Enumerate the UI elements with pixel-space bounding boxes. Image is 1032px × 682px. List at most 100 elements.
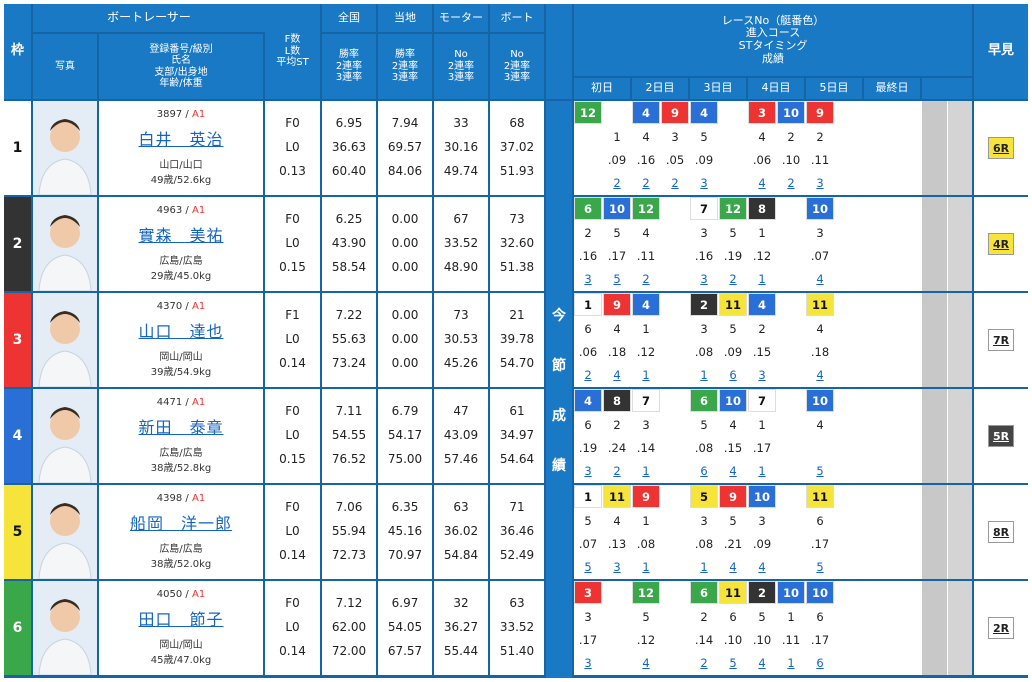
race-no-cell: 10 <box>806 581 834 604</box>
header-blank <box>546 4 572 99</box>
result-link[interactable]: 2 <box>613 175 621 190</box>
result-link[interactable]: 5 <box>729 655 737 670</box>
racer-name-link[interactable]: 山口 達也 <box>138 322 224 341</box>
result-link[interactable]: 4 <box>642 655 650 670</box>
stat-value: 60.40 <box>331 164 367 178</box>
result-link[interactable]: 4 <box>758 175 766 190</box>
course-cell: 3 <box>758 513 766 528</box>
result-link[interactable]: 2 <box>671 175 679 190</box>
result-link[interactable]: 2 <box>642 175 650 190</box>
boat-stats: 73 32.60 51.38 <box>490 197 544 291</box>
racer-name-link[interactable]: 新田 泰章 <box>138 418 224 437</box>
header-motor: モーター <box>434 4 488 32</box>
racer-photo <box>33 485 97 579</box>
zenkoku-stats: 7.22 55.63 73.24 <box>322 293 376 387</box>
race-no-cell: 11 <box>603 485 631 508</box>
header-boat: ボート <box>490 4 544 32</box>
stat-value: 36.63 <box>331 140 367 154</box>
result-link[interactable]: 4 <box>729 463 737 478</box>
result-link[interactable]: 1 <box>642 559 650 574</box>
header-racer-info-line: 支部/出身地 <box>154 66 208 78</box>
hayami-race-button[interactable]: 2R <box>988 617 1014 639</box>
course-cell: 6 <box>584 321 592 336</box>
race-no-cell: 10 <box>806 389 834 412</box>
result-link[interactable]: 2 <box>700 655 708 670</box>
course-cell: 4 <box>613 513 621 528</box>
racer-branch: 広島/広島 38歳/52.0kg <box>99 542 263 572</box>
racer-reg: 4963 / A1 <box>99 205 263 216</box>
race-no-cell: 2 <box>748 581 776 604</box>
final-day-col <box>922 389 947 483</box>
result-link[interactable]: 1 <box>700 559 708 574</box>
st-timing-cell: .16 <box>694 248 714 263</box>
race-table: 枠ボートレーサー 写真 登録番号/級別 氏名 支部/出身地 年齢/体重 F数 L数 平均ST 全国… <box>4 4 1028 678</box>
result-link[interactable]: 2 <box>787 175 795 190</box>
konsetsu-char: 成 <box>552 407 566 424</box>
stat-value: 36.02 <box>443 524 479 538</box>
result-link[interactable]: 5 <box>816 463 824 478</box>
result-link[interactable]: 4 <box>816 271 824 286</box>
result-link[interactable]: 3 <box>584 271 592 286</box>
result-link[interactable]: 5 <box>584 559 592 574</box>
hayami-race-button[interactable]: 5R <box>988 425 1014 447</box>
race-no-cell: 1 <box>574 485 602 508</box>
result-link[interactable]: 6 <box>729 367 737 382</box>
result-link[interactable]: 3 <box>758 367 766 382</box>
st-timing-cell: .10 <box>752 632 772 647</box>
result-link[interactable]: 6 <box>816 655 824 670</box>
result-link[interactable]: 3 <box>584 655 592 670</box>
result-link[interactable]: 4 <box>729 559 737 574</box>
result-link[interactable]: 1 <box>642 367 650 382</box>
result-link[interactable]: 1 <box>787 655 795 670</box>
racer-reg-number: 4398 / <box>156 493 192 504</box>
result-link[interactable]: 2 <box>729 271 737 286</box>
race-no-cell: 3 <box>748 101 776 124</box>
result-link[interactable]: 3 <box>613 559 621 574</box>
hayami-race-button[interactable]: 8R <box>988 521 1014 543</box>
racer-name-link[interactable]: 船岡 洋一郎 <box>129 514 232 533</box>
st-timing-cell: .18 <box>607 344 627 359</box>
result-link[interactable]: 1 <box>758 463 766 478</box>
course-cell: 2 <box>584 225 592 240</box>
stat-value: 0.00 <box>391 332 419 346</box>
header-sub-line: 3連率 <box>447 72 475 84</box>
result-link[interactable]: 3 <box>700 271 708 286</box>
result-link[interactable]: 2 <box>613 463 621 478</box>
result-link[interactable]: 3 <box>816 175 824 190</box>
hayami-race-button[interactable]: 6R <box>988 137 1014 159</box>
result-link[interactable]: 3 <box>584 463 592 478</box>
stat-value: 7.12 <box>335 596 363 610</box>
racer-photo-image <box>33 293 97 387</box>
zenkoku-stats: 6.25 43.90 58.54 <box>322 197 376 291</box>
hayami-race-button[interactable]: 7R <box>988 329 1014 351</box>
result-link[interactable]: 2 <box>584 367 592 382</box>
race-no-cell: 9 <box>806 101 834 124</box>
header-day-1: 初日 <box>574 78 630 99</box>
result-link[interactable]: 3 <box>700 175 708 190</box>
result-link[interactable]: 5 <box>816 559 824 574</box>
result-link[interactable]: 4 <box>758 559 766 574</box>
racer-name-link[interactable]: 田口 節子 <box>138 610 224 629</box>
racer-photo-image <box>33 389 97 483</box>
course-cell: 3 <box>584 609 592 624</box>
stat-value: 0.14 <box>279 356 306 370</box>
course-cell: 3 <box>700 225 708 240</box>
course-cell: 5 <box>613 225 621 240</box>
racer-name-link[interactable]: 實森 美祐 <box>138 226 224 245</box>
result-link[interactable]: 1 <box>642 463 650 478</box>
motor-stats: 63 36.02 54.84 <box>434 485 488 579</box>
stat-value: 73 <box>509 212 525 226</box>
header-sub-line: 3連率 <box>391 72 419 84</box>
racer-name-link[interactable]: 白井 英治 <box>138 130 224 149</box>
result-link[interactable]: 1 <box>700 367 708 382</box>
hayami-race-button[interactable]: 4R <box>988 233 1014 255</box>
result-link[interactable]: 2 <box>642 271 650 286</box>
result-link[interactable]: 6 <box>700 463 708 478</box>
result-link[interactable]: 1 <box>758 271 766 286</box>
result-link[interactable]: 5 <box>613 271 621 286</box>
result-link[interactable]: 4 <box>758 655 766 670</box>
stat-value: 67.57 <box>387 644 423 658</box>
result-link[interactable]: 4 <box>816 367 824 382</box>
result-link[interactable]: 4 <box>613 367 621 382</box>
stat-value: 71 <box>509 500 525 514</box>
